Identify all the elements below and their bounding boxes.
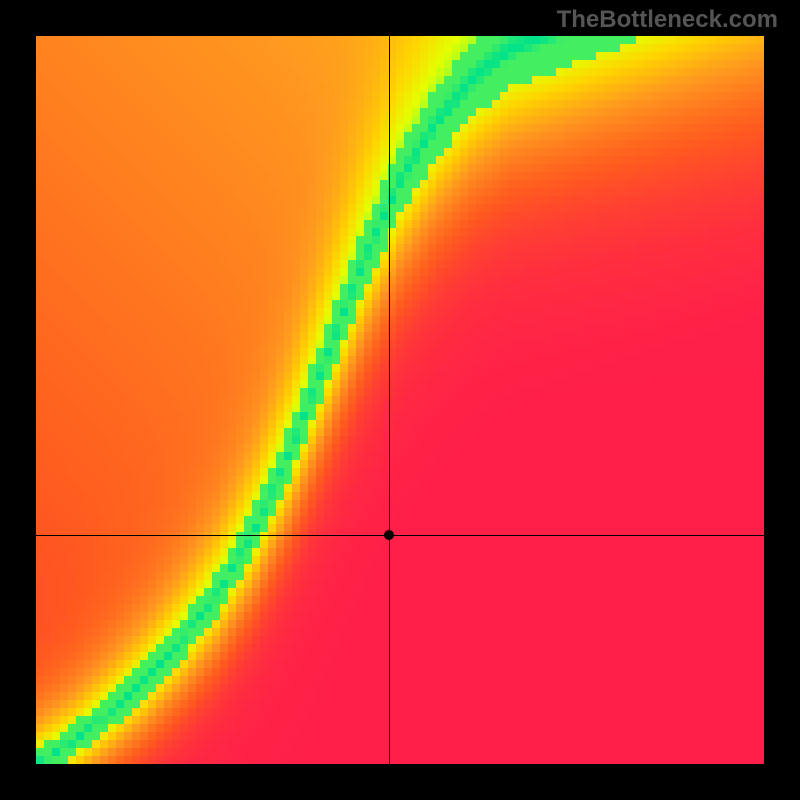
heatmap-canvas (36, 36, 764, 764)
crosshair-marker (384, 530, 394, 540)
chart-container: TheBottleneck.com (0, 0, 800, 800)
crosshair-horizontal (36, 535, 764, 536)
watermark-text: TheBottleneck.com (557, 6, 778, 34)
crosshair-vertical (389, 36, 390, 764)
